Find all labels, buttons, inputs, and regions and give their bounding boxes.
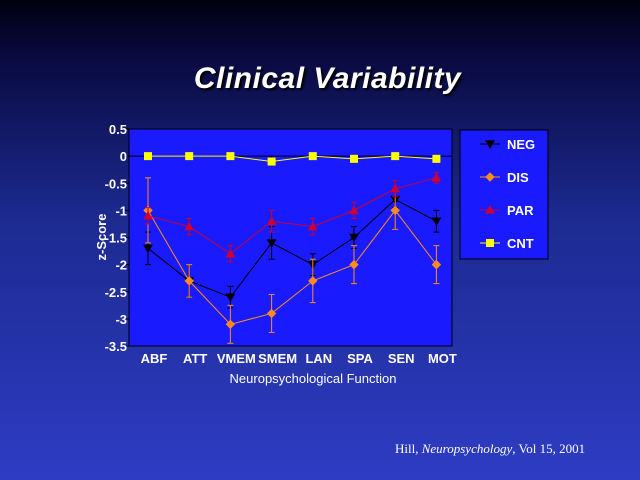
plot-area: [128, 128, 453, 347]
par-point: [349, 205, 359, 215]
par-series-line: [147, 177, 437, 255]
dis-point: [308, 276, 318, 286]
par-point: [225, 248, 236, 258]
cnt-point: [144, 152, 152, 161]
citation-journal: Neuropsychology: [421, 441, 513, 456]
x-axis-title: Neuropsychological Function: [230, 371, 397, 386]
cnt-point: [185, 152, 194, 161]
par-point: [184, 221, 195, 231]
y-tick-label: -3.5: [105, 339, 127, 354]
dis-series-line: [147, 209, 437, 325]
par-point: [431, 172, 442, 182]
x-tick-label: ABF: [141, 351, 168, 366]
dis-point: [225, 319, 236, 330]
y-tick-label: -1.5: [105, 231, 127, 246]
neg-point: [431, 217, 442, 227]
y-axis-title: z-Score: [94, 214, 109, 261]
legend-swatch-dis: [485, 172, 495, 182]
cnt-series-line: [148, 155, 437, 163]
neg-point: [143, 244, 153, 254]
cnt-point: [432, 154, 441, 163]
neg-point: [225, 293, 236, 303]
legend-swatch-cnt: [486, 239, 494, 247]
cnt-point: [350, 154, 358, 163]
dis-point: [390, 205, 400, 216]
neg-point: [266, 239, 277, 248]
y-tick-label: -2: [115, 258, 127, 273]
x-tick-label: ATT: [183, 351, 207, 366]
legend-label-dis: DIS: [507, 170, 529, 185]
y-tick-label: -1: [115, 203, 127, 218]
legend-label-cnt: CNT: [507, 236, 534, 251]
x-tick-label: SEN: [388, 351, 415, 366]
legend-label-neg: NEG: [507, 137, 535, 152]
slide-title: Clinical Variability: [193, 62, 462, 95]
cnt-point: [391, 152, 400, 161]
neg-point: [349, 233, 359, 243]
y-tick-label: -0.5: [105, 176, 127, 191]
dis-point: [431, 259, 442, 270]
citation-author: Hill,: [395, 441, 422, 456]
cnt-point: [267, 157, 276, 166]
y-tick-label: -3: [115, 312, 127, 327]
par-point: [266, 216, 277, 225]
par-point: [390, 183, 401, 193]
legend-swatch-neg: [485, 140, 495, 150]
x-tick-label: MOT: [428, 351, 457, 366]
dis-point: [266, 308, 277, 319]
legend-swatch-par: [485, 204, 495, 214]
x-tick-label: VMEM: [217, 351, 256, 366]
par-point: [143, 210, 153, 220]
cnt-point: [308, 152, 317, 161]
x-tick-label: LAN: [305, 351, 332, 366]
neg-series-line: [147, 198, 437, 298]
dis-point: [184, 276, 194, 286]
citation-rest: , Vol 15, 2001: [512, 441, 586, 456]
par-point: [307, 221, 318, 231]
y-tick-label: 0.5: [109, 122, 127, 137]
x-tick-label: SMEM: [258, 351, 297, 366]
x-tick-label: SPA: [347, 351, 373, 366]
y-tick-label: -2.5: [105, 285, 127, 300]
legend-label-par: PAR: [507, 203, 534, 218]
cnt-point: [226, 152, 235, 161]
dis-point: [349, 259, 359, 270]
y-tick-label: 0: [120, 149, 127, 164]
citation: Hill, Neuropsychology, Vol 15, 2001: [395, 441, 585, 457]
legend-box: [459, 129, 549, 260]
